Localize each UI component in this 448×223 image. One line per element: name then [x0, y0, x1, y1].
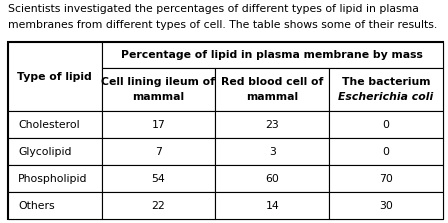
Text: Others: Others — [18, 200, 55, 211]
Bar — [215, 111, 329, 138]
Text: 23: 23 — [265, 120, 279, 130]
Text: 60: 60 — [265, 173, 279, 184]
Bar — [8, 42, 443, 219]
Bar — [329, 165, 443, 192]
Text: membranes from different types of cell. The table shows some of their results.: membranes from different types of cell. … — [8, 21, 437, 31]
Bar — [102, 42, 443, 68]
Text: 3: 3 — [269, 147, 276, 157]
Bar — [102, 111, 215, 138]
Bar — [8, 111, 102, 138]
Text: 7: 7 — [155, 147, 162, 157]
Text: 22: 22 — [151, 200, 165, 211]
Text: 70: 70 — [379, 173, 393, 184]
Text: Type of lipid: Type of lipid — [17, 72, 92, 82]
Bar — [102, 68, 215, 111]
Bar — [329, 138, 443, 165]
Bar — [215, 138, 329, 165]
Text: 14: 14 — [265, 200, 279, 211]
Text: Scientists investigated the percentages of different types of lipid in plasma: Scientists investigated the percentages … — [8, 4, 419, 14]
Text: Escherichia coli: Escherichia coli — [338, 92, 434, 102]
Bar — [8, 192, 102, 219]
Bar — [329, 68, 443, 111]
Bar — [8, 165, 102, 192]
Bar — [102, 138, 215, 165]
Text: Cholesterol: Cholesterol — [18, 120, 80, 130]
Bar — [215, 192, 329, 219]
Bar — [102, 192, 215, 219]
Text: 0: 0 — [383, 120, 390, 130]
Text: Glycolipid: Glycolipid — [18, 147, 72, 157]
Bar — [215, 165, 329, 192]
Bar — [102, 165, 215, 192]
Text: mammal: mammal — [246, 92, 298, 102]
Text: mammal: mammal — [132, 92, 185, 102]
Text: 0: 0 — [383, 147, 390, 157]
Text: Phospholipid: Phospholipid — [18, 173, 87, 184]
Text: 54: 54 — [151, 173, 165, 184]
Text: Red blood cell of: Red blood cell of — [221, 77, 323, 87]
Bar — [8, 42, 102, 111]
Text: 17: 17 — [151, 120, 165, 130]
Bar — [8, 138, 102, 165]
Text: The bacterium: The bacterium — [342, 77, 431, 87]
Bar — [329, 111, 443, 138]
Bar — [329, 192, 443, 219]
Text: 30: 30 — [379, 200, 393, 211]
Bar — [215, 68, 329, 111]
Text: Percentage of lipid in plasma membrane by mass: Percentage of lipid in plasma membrane b… — [121, 50, 423, 60]
Text: Cell lining ileum of: Cell lining ileum of — [101, 77, 215, 87]
